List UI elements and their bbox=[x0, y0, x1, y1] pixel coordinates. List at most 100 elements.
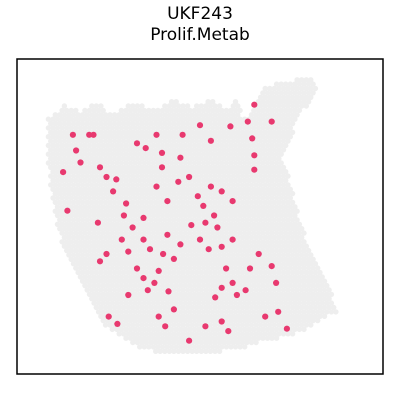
background-spot bbox=[321, 296, 328, 302]
background-spot bbox=[262, 226, 268, 232]
background-spot bbox=[95, 134, 102, 140]
background-spot bbox=[299, 85, 305, 92]
background-spot bbox=[237, 317, 243, 324]
background-spot bbox=[287, 186, 293, 192]
highlighted-spot bbox=[202, 323, 209, 330]
background-spot bbox=[276, 331, 282, 337]
background-spot bbox=[303, 269, 309, 276]
background-spot bbox=[187, 134, 193, 140]
background-spot bbox=[310, 90, 316, 96]
background-spot bbox=[82, 195, 88, 201]
background-spot bbox=[191, 212, 198, 219]
background-spot bbox=[91, 300, 97, 306]
background-spot bbox=[168, 186, 175, 192]
background-spot bbox=[267, 208, 273, 214]
background-spot bbox=[175, 322, 182, 328]
background-spot bbox=[141, 221, 147, 227]
background-spot bbox=[283, 81, 289, 87]
background-spot bbox=[310, 309, 316, 315]
background-spot bbox=[127, 300, 134, 306]
background-spot bbox=[54, 125, 61, 131]
background-spot bbox=[219, 300, 225, 306]
background-spot bbox=[203, 164, 209, 171]
background-spot bbox=[232, 256, 239, 262]
background-spot bbox=[123, 282, 129, 289]
background-spot bbox=[246, 204, 252, 210]
background-spot bbox=[155, 309, 161, 315]
background-spot bbox=[251, 291, 257, 298]
background-spot bbox=[168, 274, 175, 280]
background-spot bbox=[216, 261, 223, 267]
background-spot bbox=[221, 155, 227, 162]
background-spot bbox=[187, 300, 193, 306]
background-spot bbox=[255, 177, 262, 184]
background-spot bbox=[308, 261, 314, 267]
background-spot bbox=[173, 265, 179, 271]
background-spot bbox=[301, 239, 307, 245]
background-spot bbox=[184, 313, 191, 319]
background-spot bbox=[84, 155, 90, 162]
background-spot bbox=[84, 138, 90, 144]
background-spot bbox=[324, 309, 330, 315]
background-spot bbox=[166, 129, 173, 135]
background-spot bbox=[216, 112, 223, 118]
background-spot bbox=[187, 239, 193, 245]
background-spot bbox=[226, 226, 232, 232]
background-spot bbox=[267, 234, 273, 241]
background-spot bbox=[203, 296, 209, 302]
background-spot bbox=[260, 107, 266, 114]
background-spot bbox=[239, 261, 246, 267]
background-spot bbox=[273, 116, 280, 122]
background-spot bbox=[194, 304, 200, 311]
background-spot bbox=[310, 300, 316, 306]
background-spot bbox=[289, 94, 296, 101]
background-spot bbox=[226, 190, 232, 197]
background-spot bbox=[77, 195, 84, 201]
background-spot bbox=[180, 339, 186, 346]
background-spot bbox=[155, 125, 161, 131]
background-spot bbox=[194, 348, 200, 354]
background-spot bbox=[242, 186, 248, 192]
background-spot bbox=[134, 164, 141, 171]
background-spot bbox=[134, 182, 141, 188]
background-spot bbox=[269, 274, 275, 280]
background-spot bbox=[82, 151, 88, 157]
highlighted-spot bbox=[244, 118, 251, 125]
background-spot bbox=[146, 282, 152, 289]
background-spot bbox=[271, 85, 277, 92]
background-spot bbox=[91, 151, 97, 157]
background-spot bbox=[132, 186, 138, 192]
background-spot bbox=[132, 134, 138, 140]
background-spot bbox=[141, 204, 147, 210]
background-spot bbox=[134, 129, 141, 135]
background-spot bbox=[223, 274, 230, 280]
background-spot bbox=[232, 300, 239, 306]
background-spot bbox=[89, 234, 95, 241]
background-spot bbox=[221, 261, 227, 267]
background-spot bbox=[262, 261, 268, 267]
background-spot bbox=[57, 226, 63, 232]
background-spot bbox=[244, 296, 250, 302]
background-spot bbox=[50, 160, 56, 166]
background-spot bbox=[168, 326, 175, 333]
background-spot bbox=[116, 129, 122, 135]
background-spot bbox=[111, 234, 118, 241]
background-spot bbox=[226, 182, 232, 188]
background-spot bbox=[70, 217, 77, 223]
background-spot bbox=[48, 129, 54, 135]
background-spot bbox=[251, 195, 257, 201]
background-spot bbox=[257, 164, 264, 171]
background-spot bbox=[223, 230, 230, 236]
background-spot bbox=[52, 138, 58, 144]
background-spot bbox=[173, 335, 179, 341]
background-spot bbox=[301, 326, 307, 333]
background-spot bbox=[77, 142, 84, 149]
background-spot bbox=[219, 177, 225, 184]
background-spot bbox=[132, 177, 138, 184]
background-spot bbox=[239, 173, 246, 179]
background-spot bbox=[61, 112, 68, 118]
background-spot bbox=[260, 204, 266, 210]
background-spot bbox=[203, 120, 209, 127]
background-spot bbox=[232, 134, 239, 140]
background-spot bbox=[84, 199, 90, 206]
